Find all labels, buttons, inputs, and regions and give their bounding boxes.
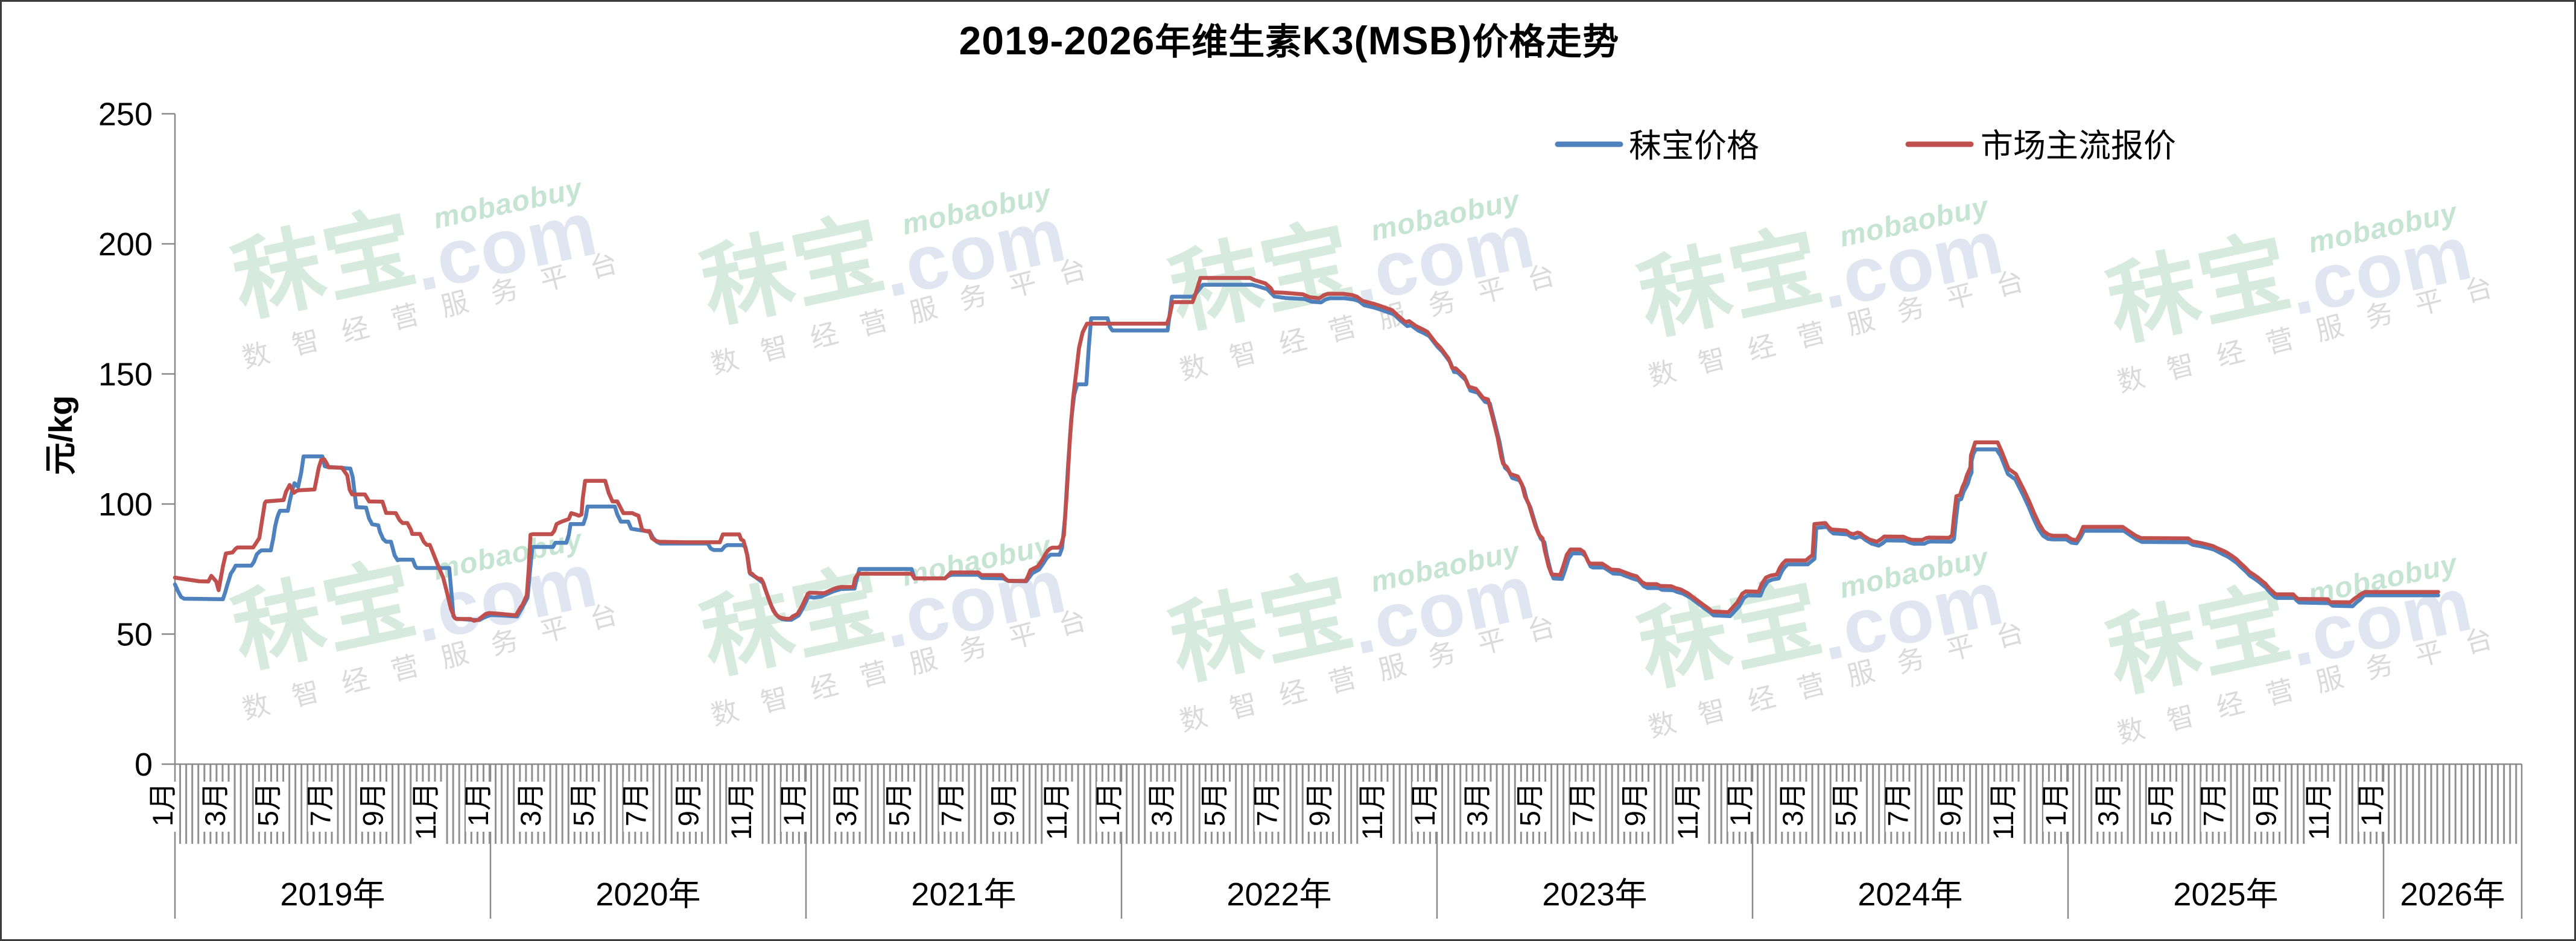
svg-text:9月: 9月 (988, 782, 1020, 826)
svg-text:2020年: 2020年 (595, 876, 700, 913)
svg-text:150: 150 (98, 357, 153, 393)
svg-text:5月: 5月 (252, 782, 284, 826)
svg-text:7月: 7月 (936, 782, 968, 826)
svg-text:3月: 3月 (830, 782, 862, 826)
svg-text:7月: 7月 (620, 782, 652, 826)
svg-text:2019年: 2019年 (280, 876, 385, 913)
svg-text:3月: 3月 (515, 782, 547, 826)
svg-text:2019-2026年维生素K3(MSB)价格走势: 2019-2026年维生素K3(MSB)价格走势 (959, 18, 1620, 63)
svg-text:5月: 5月 (567, 782, 599, 826)
svg-text:0: 0 (135, 747, 153, 783)
svg-text:5月: 5月 (1198, 782, 1230, 826)
svg-text:50: 50 (116, 617, 153, 653)
svg-text:7月: 7月 (305, 782, 337, 826)
svg-text:5月: 5月 (1829, 782, 1861, 826)
svg-text:11月: 11月 (1356, 782, 1388, 840)
svg-text:9月: 9月 (1304, 782, 1336, 826)
svg-text:2023年: 2023年 (1542, 876, 1647, 913)
svg-text:7月: 7月 (1882, 782, 1914, 826)
svg-text:7月: 7月 (1251, 782, 1283, 826)
svg-text:2024年: 2024年 (1857, 876, 1962, 913)
svg-text:11月: 11月 (2303, 782, 2335, 840)
svg-text:9月: 9月 (357, 782, 389, 826)
svg-text:1月: 1月 (1409, 782, 1441, 826)
svg-text:1月: 1月 (1093, 782, 1125, 826)
svg-text:3月: 3月 (2092, 782, 2124, 826)
svg-text:1月: 1月 (462, 782, 494, 826)
svg-text:1月: 1月 (2040, 782, 2072, 826)
svg-text:11月: 11月 (1672, 782, 1704, 840)
svg-text:5月: 5月 (2145, 782, 2177, 826)
svg-text:1月: 1月 (1724, 782, 1756, 826)
svg-text:9月: 9月 (2250, 782, 2282, 826)
svg-text:3月: 3月 (1461, 782, 1493, 826)
svg-text:5月: 5月 (1514, 782, 1546, 826)
svg-text:7月: 7月 (2198, 782, 2230, 826)
svg-text:2025年: 2025年 (2173, 876, 2278, 913)
svg-text:秣宝价格: 秣宝价格 (1629, 128, 1759, 164)
svg-text:250: 250 (98, 97, 153, 133)
svg-text:1月: 1月 (2355, 782, 2387, 826)
svg-text:9月: 9月 (673, 782, 705, 826)
svg-text:200: 200 (98, 226, 153, 263)
svg-text:元/kg: 元/kg (43, 395, 79, 475)
svg-text:3月: 3月 (1777, 782, 1809, 826)
svg-text:11月: 11月 (1987, 782, 2019, 840)
svg-text:9月: 9月 (1619, 782, 1651, 826)
svg-text:5月: 5月 (883, 782, 915, 826)
svg-text:1月: 1月 (778, 782, 810, 826)
svg-text:3月: 3月 (1146, 782, 1178, 826)
svg-text:9月: 9月 (1935, 782, 1967, 826)
svg-text:11月: 11月 (725, 782, 757, 840)
svg-text:市场主流报价: 市场主流报价 (1981, 128, 2176, 164)
svg-text:3月: 3月 (199, 782, 231, 826)
svg-text:7月: 7月 (1567, 782, 1599, 826)
svg-text:11月: 11月 (1041, 782, 1073, 840)
svg-text:2021年: 2021年 (911, 876, 1016, 913)
svg-text:1月: 1月 (147, 782, 179, 826)
svg-text:2022年: 2022年 (1226, 876, 1331, 913)
svg-text:2026年: 2026年 (2400, 876, 2505, 913)
svg-text:100: 100 (98, 486, 153, 523)
svg-text:11月: 11月 (410, 782, 442, 840)
